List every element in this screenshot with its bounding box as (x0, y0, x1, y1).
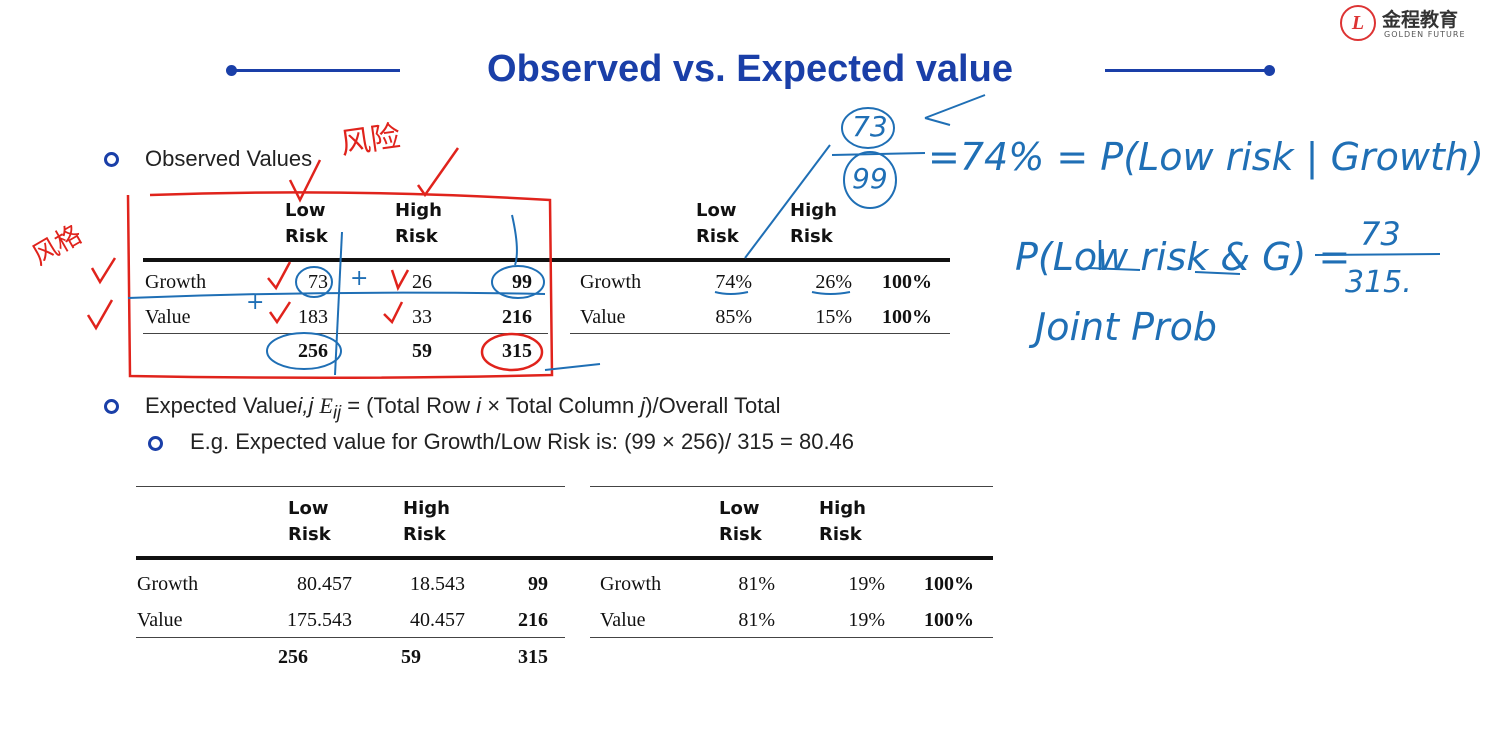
check-icon (86, 299, 114, 331)
bullet-icon (104, 152, 119, 167)
logo: L 金程教育 GOLDEN FUTURE (1340, 5, 1490, 41)
check-icon (90, 257, 117, 285)
exp-top-rule (136, 486, 565, 487)
title-line-right (1105, 69, 1270, 72)
exp-header-low: Low Risk (288, 498, 331, 545)
annotation-risk-cn: 风险 (338, 118, 403, 162)
exp-header-rule (136, 556, 993, 560)
check-icon (268, 301, 292, 325)
annotation-plus: + (350, 266, 369, 291)
expected-example: E.g. Expected value for Growth/Low Risk … (190, 429, 855, 454)
red-box (126, 191, 554, 380)
exp-header-high: High Risk (403, 498, 450, 545)
exp-pct-top-rule (590, 486, 993, 487)
obs-total-rule (143, 333, 548, 334)
obs-header-high: High Risk (395, 200, 442, 247)
blue-ink (127, 94, 1441, 376)
annotation-joint-prob: P(Low risk & G) = (1015, 235, 1351, 279)
circle-315 (480, 332, 544, 372)
pct-bottom-rule (570, 333, 950, 334)
annotation-cond-num: 73 (852, 110, 888, 143)
annotation-plus: + (246, 290, 265, 315)
exp-pct-bottom-rule (590, 637, 993, 638)
title-line-left (230, 69, 400, 72)
obs-header-rule (143, 258, 950, 262)
annotation-joint-num: 73 (1360, 215, 1401, 253)
check-icon (416, 147, 460, 198)
bullet-icon (148, 436, 163, 451)
pct-header-high: High Risk (790, 200, 837, 247)
bullet-icon (104, 399, 119, 414)
annotation-joint-label: Joint Prob (1035, 305, 1217, 349)
expected-formula: Expected Valuei,j Eij = (Total Row i × T… (145, 393, 781, 423)
logo-cn: 金程教育 (1382, 9, 1459, 31)
page-title: Observed vs. Expected value (487, 48, 1013, 90)
annotation-joint-den: 315. (1345, 265, 1412, 300)
check-icon (288, 159, 322, 203)
exp-pct-header-high: High Risk (819, 498, 866, 545)
check-icon (390, 269, 410, 292)
exp-pct-header-low: Low Risk (719, 498, 762, 545)
obs-header-low: Low Risk (285, 200, 328, 247)
observed-heading: Observed Values (145, 146, 313, 171)
logo-en: GOLDEN FUTURE (1384, 30, 1466, 39)
check-icon (383, 301, 404, 325)
annotation-conditional-prob: =74% = P(Low risk | Growth) (928, 135, 1484, 179)
pct-header-low: Low Risk (696, 200, 739, 247)
check-icon (267, 261, 292, 291)
logo-mark: L (1340, 5, 1376, 41)
exp-total-rule (136, 637, 565, 638)
title-dot-right (1264, 65, 1275, 76)
red-ink (86, 147, 554, 380)
annotation-cond-den: 99 (852, 162, 888, 195)
